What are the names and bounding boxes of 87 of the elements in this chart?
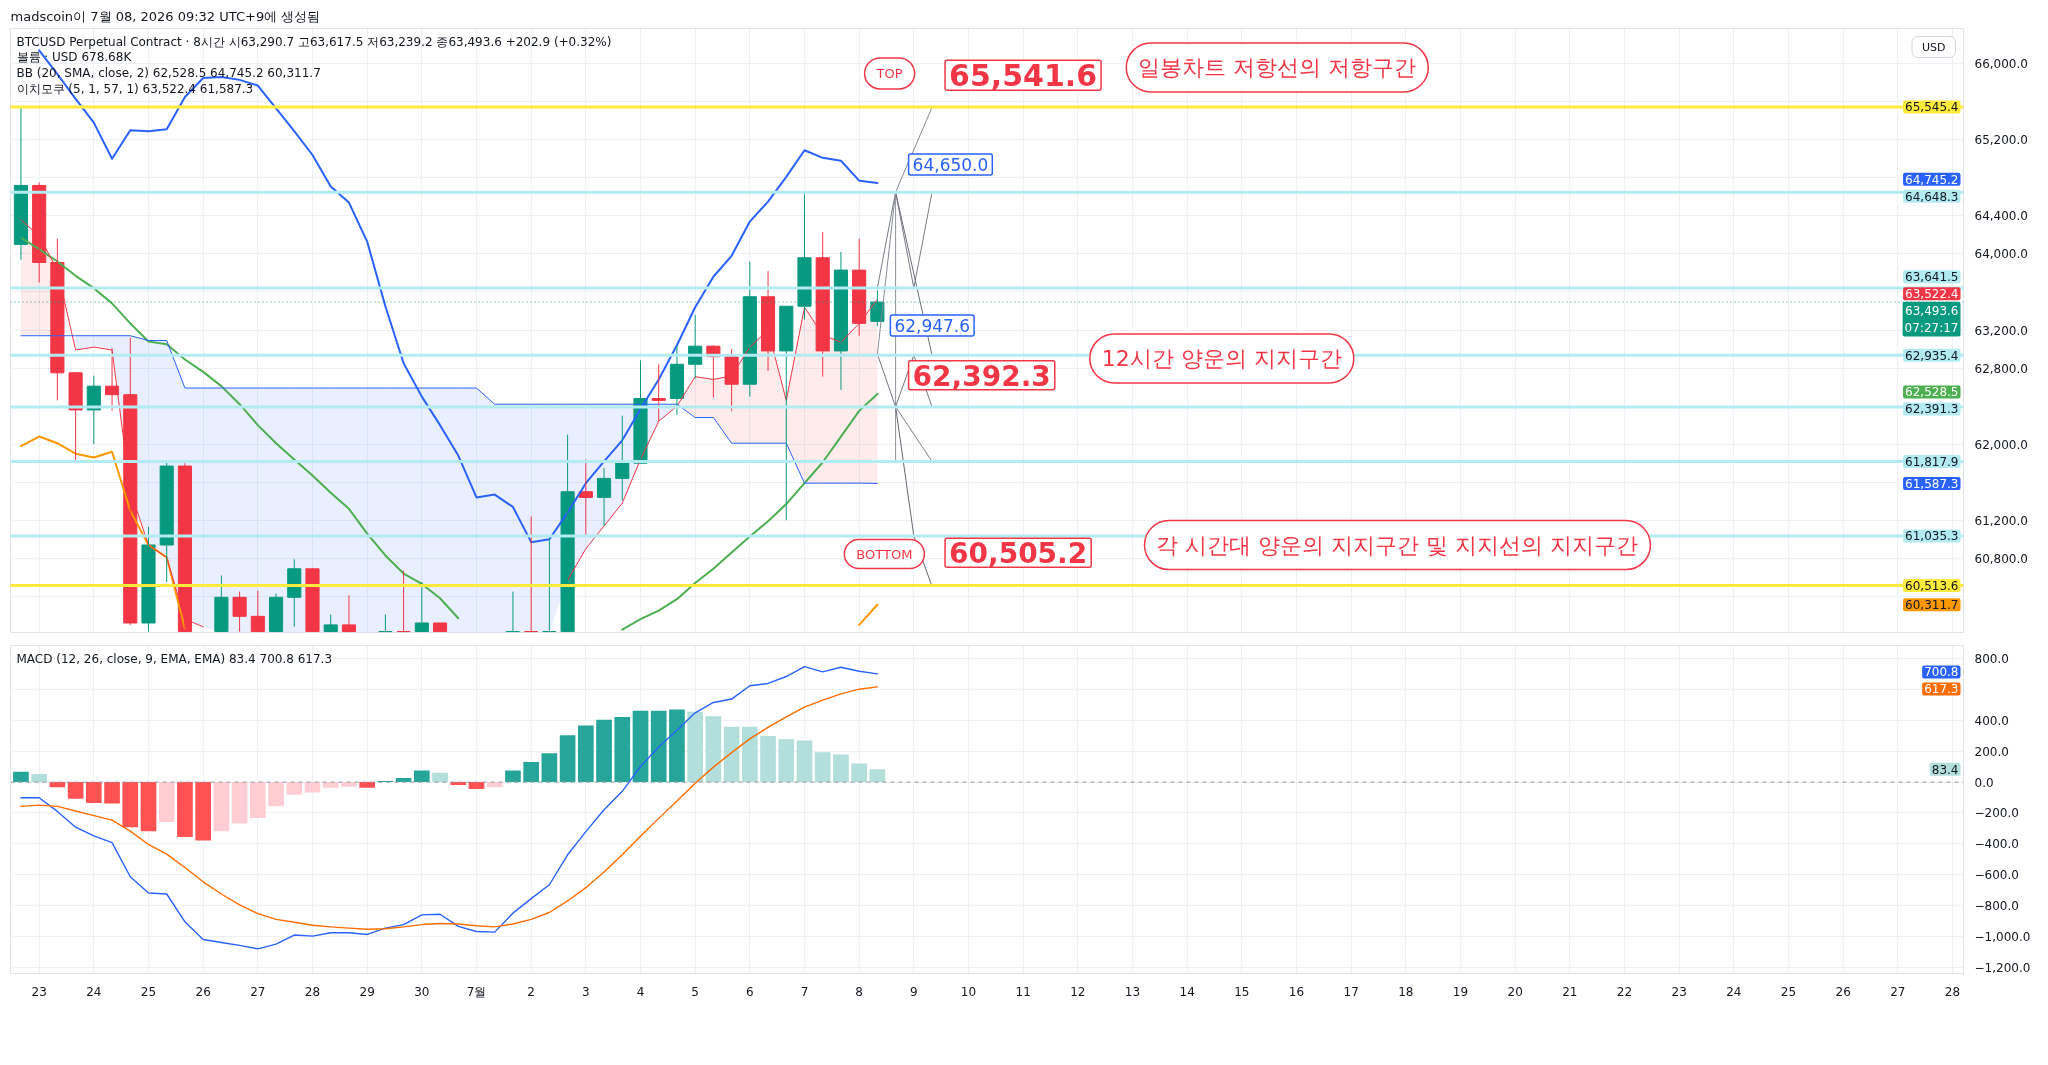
- x-tick-label: 24: [86, 984, 102, 999]
- x-tick-label: 22: [1616, 984, 1633, 999]
- annotation: TOP: [875, 65, 903, 81]
- y-tick-label: −800.0: [1974, 899, 2019, 914]
- ref-line-label: 61,035.3: [1905, 529, 1959, 544]
- x-tick-label: 25: [140, 984, 157, 999]
- x-tick-label: 18: [1398, 984, 1414, 999]
- y-tick-label: 400.0: [1974, 713, 2009, 728]
- annotation: 각 시간대 양운의 지지구간 및 지지선의 지지구간: [1156, 532, 1639, 558]
- x-tick-label: 4: [636, 984, 645, 999]
- annotation: 60,311.7: [1905, 598, 1959, 613]
- x-tick-label: 3: [582, 984, 590, 999]
- x-tick-label: 23: [1671, 984, 1687, 999]
- x-tick-label: 6: [746, 984, 754, 999]
- x-tick-label: 21: [1562, 984, 1578, 999]
- y-tick-label: 65,200.0: [1974, 133, 2028, 148]
- annotation: 60,505.2: [949, 537, 1088, 571]
- annotation: 617.3: [1924, 682, 1959, 697]
- ref-line-label: 65,545.4: [1905, 100, 1959, 115]
- text: MACD (12, 26, close, 9, EMA, EMA) 83.4 700.8 617.3: [16, 651, 333, 666]
- annotation: 일봉차트 저항선의 저항구간: [1138, 54, 1417, 80]
- ref-line-label: 62,935.4: [1905, 348, 1959, 363]
- x-tick-label: 16: [1288, 984, 1305, 999]
- text: BTCUSD Perpetual Contract · 8시간 시63,290.7 고63,617.5 저63,239.2 종63,493.6 +202.9 (+0.32%): [16, 34, 612, 49]
- annotation: 83.4: [1931, 762, 1959, 777]
- x-tick-label: 27: [250, 984, 266, 999]
- y-tick-label: 64,000.0: [1974, 247, 2028, 262]
- x-tick-label: 12: [1070, 984, 1086, 999]
- y-tick-label: 64,400.0: [1974, 209, 2028, 224]
- x-tick-label: 19: [1452, 984, 1469, 999]
- x-tick-label: 15: [1234, 984, 1250, 999]
- x-tick-label: 14: [1179, 984, 1195, 999]
- annotation: 62,528.5: [1905, 385, 1959, 400]
- x-tick-label: 29: [359, 984, 375, 999]
- annotation: 700.8: [1924, 665, 1959, 680]
- x-tick-label: 26: [1835, 984, 1851, 999]
- x-tick-label: 24: [1726, 984, 1742, 999]
- y-tick-label: 61,200.0: [1974, 513, 2028, 528]
- x-tick-label: 23: [31, 984, 47, 999]
- x-tick-label: 28: [304, 984, 321, 999]
- x-tick-label: 27: [1890, 984, 1906, 999]
- x-tick-label: 13: [1124, 984, 1141, 999]
- x-tick-label: 30: [414, 984, 430, 999]
- x-tick-label: 9: [910, 984, 918, 999]
- y-tick-label: 200.0: [1974, 744, 2009, 759]
- y-tick-label: −1,200.0: [1974, 960, 2031, 975]
- ref-line-label: 64,648.3: [1905, 189, 1959, 204]
- x-tick-label: 20: [1507, 984, 1523, 999]
- x-tick-label: 10: [960, 984, 977, 999]
- x-tick-label: 7월: [466, 984, 487, 999]
- annotation: 63,522.4: [1905, 287, 1959, 302]
- x-tick-label: 17: [1343, 984, 1359, 999]
- x-tick-label: 5: [691, 984, 699, 999]
- y-tick-label: 800.0: [1974, 652, 2009, 667]
- x-tick-label: 11: [1015, 984, 1031, 999]
- annotation: 61,587.3: [1905, 476, 1959, 491]
- ref-line-label: 62,391.3: [1905, 402, 1959, 417]
- annotation: 62,947.6: [894, 316, 971, 337]
- y-tick-label: 60,800.0: [1974, 551, 2028, 566]
- y-tick-label: 66,000.0: [1974, 57, 2028, 72]
- y-tick-label: 62,000.0: [1974, 437, 2028, 452]
- y-tick-label: −600.0: [1974, 868, 2019, 883]
- x-tick-label: 7: [800, 984, 809, 999]
- y-tick-label: −400.0: [1974, 837, 2019, 852]
- y-tick-label: 0.0: [1974, 775, 1994, 790]
- annotation: BOTTOM: [856, 546, 913, 562]
- annotation: 볼륨 · USD 678.68K: [16, 50, 133, 65]
- y-tick-label: −200.0: [1974, 806, 2019, 821]
- annotation: 12시간 양운의 지지구간: [1101, 345, 1342, 371]
- ref-line-label: 61,817.9: [1905, 454, 1959, 469]
- annotation: 65,541.6: [949, 58, 1098, 94]
- y-tick-label: −1,000.0: [1974, 929, 2031, 944]
- ref-line-label: 63,493.6 07:27:17: [1904, 303, 1959, 335]
- x-tick-label: 2: [527, 984, 535, 999]
- chart-title: madscoin이 7월 08, 2026 09:32 UTC+9에 생성됨: [10, 8, 321, 24]
- y-tick-label: 63,200.0: [1974, 323, 2028, 338]
- x-tick-label: 28: [1944, 984, 1961, 999]
- y-axis-title: USD: [1922, 40, 1946, 54]
- y-tick-label: 62,800.0: [1974, 361, 2028, 376]
- ref-line-label: 63,641.5: [1905, 270, 1959, 285]
- x-tick-label: 25: [1780, 984, 1797, 999]
- annotation: 64,650.0: [912, 155, 989, 176]
- annotation: 62,392.3: [912, 359, 1051, 393]
- x-tick-label: 8: [855, 984, 863, 999]
- x-tick-label: 26: [195, 984, 211, 999]
- ref-line-label: 60,513.6: [1905, 579, 1959, 594]
- annotation: 64,745.2: [1905, 172, 1959, 187]
